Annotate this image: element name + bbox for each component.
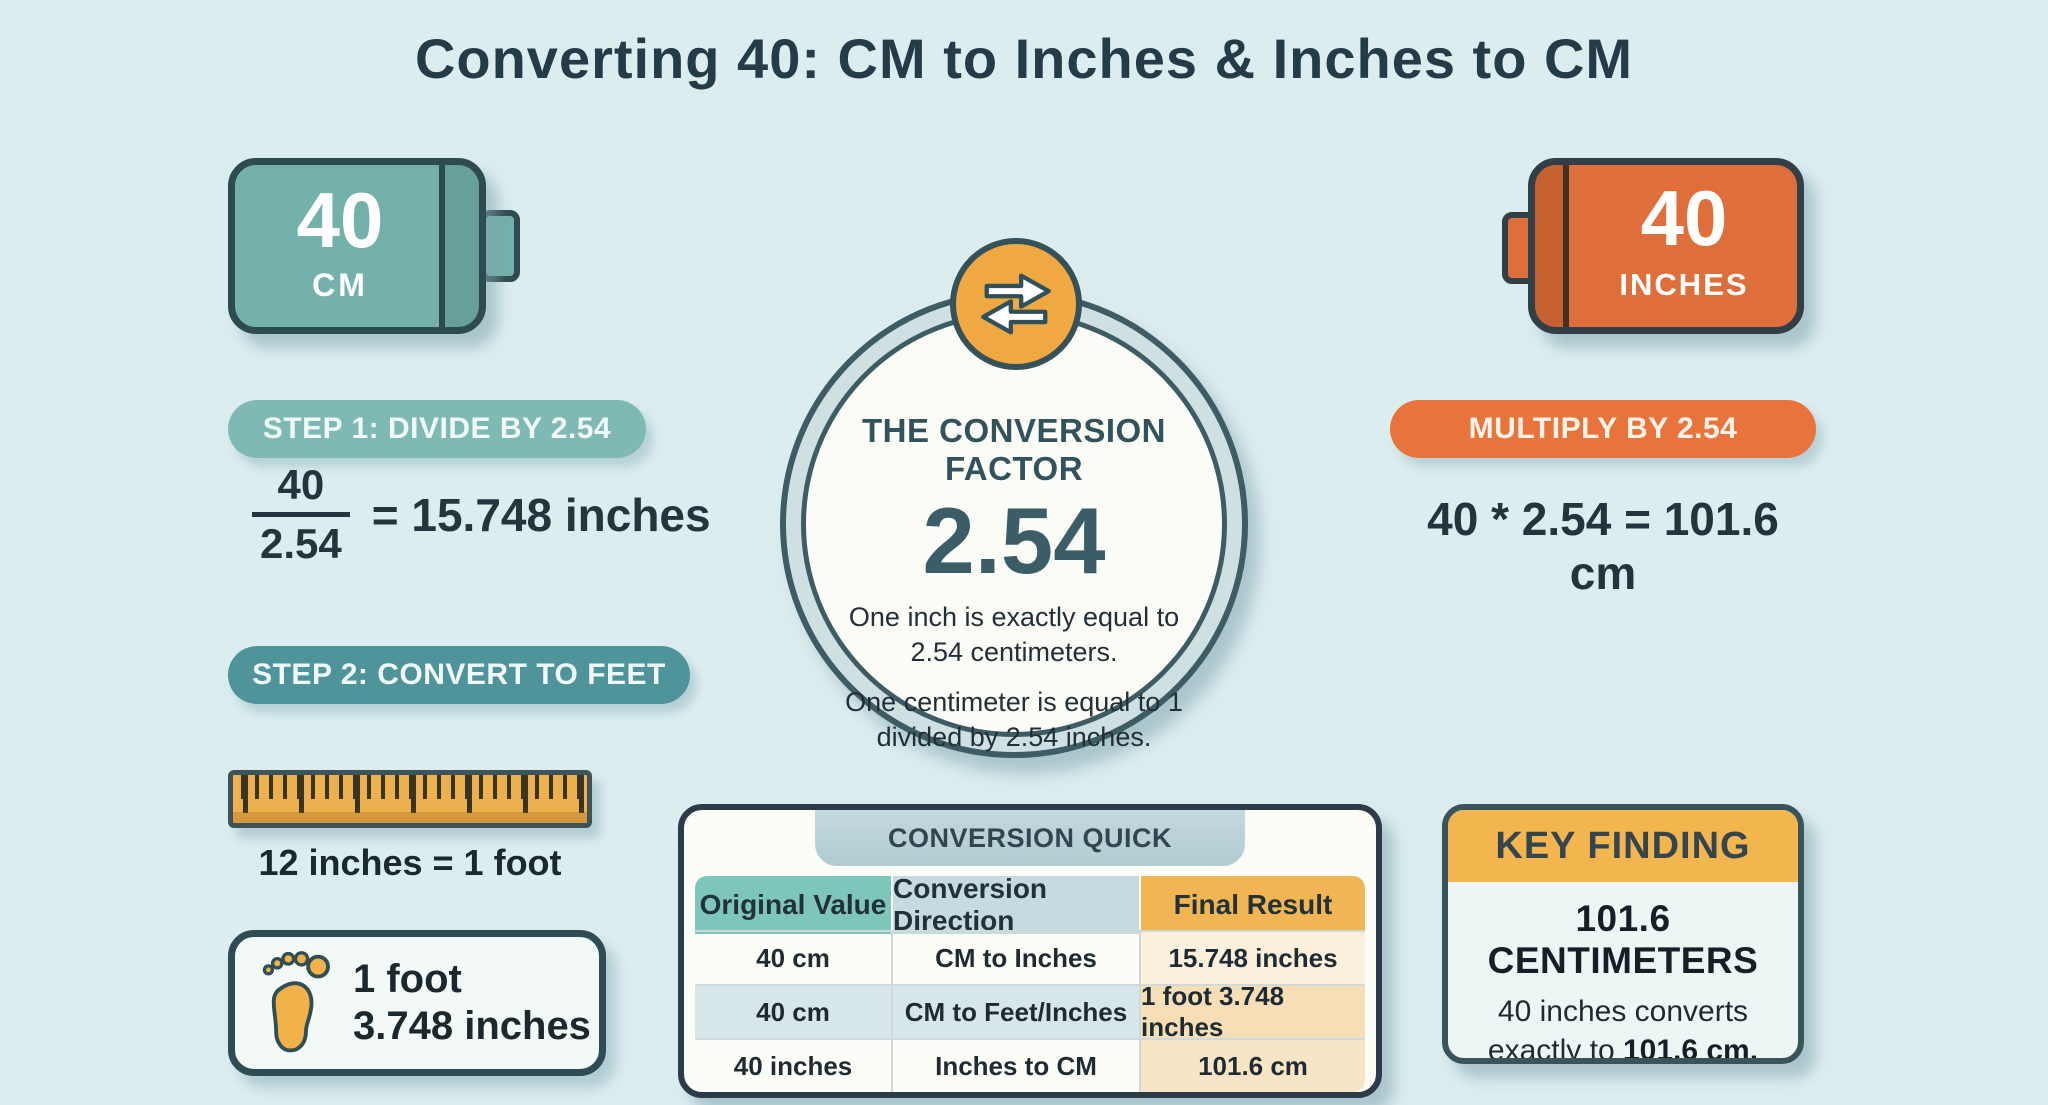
multiplication-formula: 40 * 2.54 = 101.6 cm	[1427, 493, 1779, 599]
step2-badge: STEP 2: CONVERT TO FEET	[228, 646, 690, 704]
key-finding-text-bold: 101.6 cm.	[1622, 1034, 1759, 1064]
fraction-result: = 15.748 inches	[371, 488, 711, 541]
conversion-factor-value: 2.54	[922, 488, 1106, 593]
key-finding-text: 40 inches converts exactly to 101.6 cm.	[1467, 992, 1779, 1064]
column-header-original-value: Original Value	[695, 876, 891, 934]
column-header-final-result: Final Result	[1141, 876, 1365, 934]
conversion-note-1: One inch is exactly equal to 2.54 centim…	[848, 602, 1180, 667]
page-title: Converting 40: CM to Inches & Inches to …	[414, 27, 1634, 90]
fraction-denominator: 2.54	[252, 512, 350, 567]
inches-battery: 40 INCHES	[1502, 158, 1810, 338]
conversion-factor-heading: THE CONVERSION FACTOR	[861, 412, 1167, 487]
battery-segment	[1535, 165, 1569, 327]
reference-table-card: CONVERSION QUICK REFERENCE Original Valu…	[678, 804, 1382, 1098]
swap-arrows-icon	[981, 273, 1051, 335]
key-finding-headline: 101.6 CENTIMETERS	[1487, 898, 1759, 981]
multiply-badge: MULTIPLY BY 2.54	[1390, 400, 1816, 458]
reference-table: Original Value Conversion Direction Fina…	[695, 873, 1365, 1092]
ruler-caption: 12 inches = 1 foot	[258, 842, 562, 883]
cm-battery-unit: CM	[312, 267, 368, 303]
table-cell: 40 cm	[695, 930, 891, 984]
column-header-conversion-direction: Conversion Direction	[891, 873, 1141, 936]
table-cell: 1 foot 3.748 inches	[1141, 981, 1365, 1042]
fraction-numerator: 40	[277, 461, 325, 508]
battery-body: 40 INCHES	[1528, 158, 1804, 334]
key-finding-card: KEY FINDING 101.6 CENTIMETERS 40 inches …	[1442, 804, 1804, 1064]
cm-battery-value: 40	[296, 176, 384, 264]
table-cell: CM to Inches	[891, 930, 1141, 984]
battery-segment	[439, 165, 479, 327]
table-cell: CM to Feet/Inches	[891, 984, 1141, 1038]
table-cell: 40 inches	[695, 1038, 891, 1092]
table-cell: 15.748 inches	[1141, 930, 1365, 984]
key-finding-header: KEY FINDING	[1448, 810, 1798, 882]
fraction: 40 2.54	[252, 461, 350, 567]
foot-card: 1 foot 3.748 inches	[228, 930, 606, 1076]
table-cell: 40 cm	[695, 984, 891, 1038]
swap-arrows-badge	[950, 238, 1082, 370]
battery-body: 40 CM	[228, 158, 486, 334]
table-cell: 101.6 cm	[1141, 1038, 1365, 1092]
conversion-note-2: One centimeter is equal to 1 divided by …	[845, 687, 1183, 752]
inches-battery-value: 40	[1640, 174, 1728, 262]
key-finding-text-prefix: 40 inches converts exactly to	[1487, 995, 1749, 1064]
step1-badge: STEP 1: DIVIDE BY 2.54	[228, 400, 646, 458]
table-cell: Inches to CM	[891, 1038, 1141, 1092]
footprint-icon	[262, 951, 330, 1053]
conversion-circle-inner: THE CONVERSION FACTOR 2.54 One inch is e…	[801, 311, 1227, 752]
table-title-tab: CONVERSION QUICK REFERENCE	[815, 810, 1245, 909]
battery-terminal	[480, 210, 520, 282]
division-formula: 40 2.54 = 15.748 inches	[252, 461, 711, 567]
foot-text: 1 foot 3.748 inches	[353, 956, 591, 1050]
cm-battery: 40 CM	[228, 158, 528, 338]
inches-battery-unit: INCHES	[1619, 267, 1749, 302]
foot-line2: 3.748 inches	[353, 1004, 591, 1048]
ruler-icon	[228, 770, 592, 828]
foot-line1: 1 foot	[353, 956, 462, 1001]
